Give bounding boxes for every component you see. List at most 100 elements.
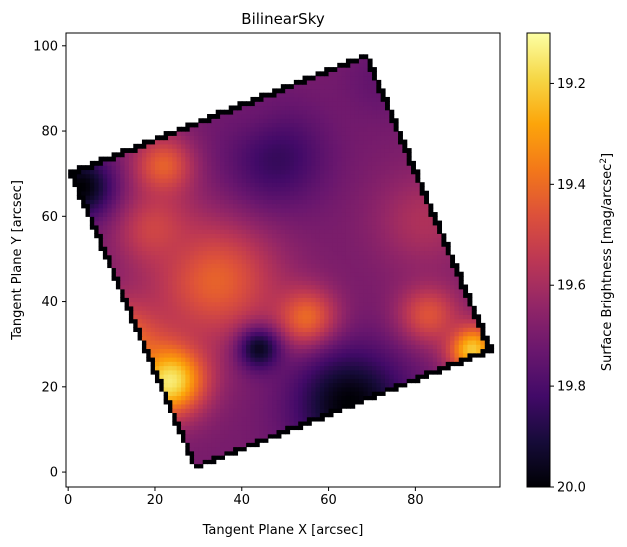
heatmap-cell <box>272 416 278 422</box>
heatmap-cell <box>306 412 312 418</box>
heatmap-cell <box>337 169 343 175</box>
heatmap-cell <box>89 177 95 183</box>
heatmap-cell <box>376 322 382 328</box>
heatmap-cell <box>233 425 239 431</box>
heatmap-cell <box>332 378 338 384</box>
heatmap-cell <box>380 374 386 379</box>
heatmap-cell <box>384 356 390 362</box>
heatmap-cell <box>384 241 390 247</box>
heatmap-cell <box>376 267 382 273</box>
heatmap-cell <box>176 314 182 320</box>
heatmap-cell <box>194 207 199 213</box>
heatmap-cell <box>146 203 152 209</box>
heatmap-cell <box>280 263 286 269</box>
heatmap-cell <box>393 237 399 243</box>
heatmap-cell <box>363 254 369 260</box>
heatmap-cell <box>350 322 356 328</box>
heatmap-cell <box>298 339 304 345</box>
heatmap-cell <box>350 280 356 286</box>
heatmap-cell <box>259 412 265 418</box>
heatmap-cell <box>341 207 347 213</box>
heatmap-cell <box>302 203 308 209</box>
heatmap-cell <box>250 310 256 315</box>
heatmap-cell <box>263 374 269 379</box>
heatmap-cell <box>220 220 226 226</box>
heatmap-cell <box>276 258 282 264</box>
heatmap-cell <box>259 395 265 401</box>
heatmap-cell <box>237 165 243 171</box>
heatmap-cell <box>315 156 321 162</box>
heatmap-cell <box>341 212 347 217</box>
heatmap-cell <box>272 408 278 413</box>
heatmap-cell <box>215 212 221 217</box>
heatmap-cell <box>272 288 278 294</box>
heatmap-cell <box>98 160 104 166</box>
heatmap-cell <box>189 305 195 311</box>
heatmap-cell <box>406 156 412 162</box>
heatmap-cell <box>467 331 473 337</box>
heatmap-cell <box>345 365 351 371</box>
heatmap-cell <box>241 254 247 260</box>
heatmap-cell <box>367 143 373 149</box>
heatmap-cell <box>198 378 204 384</box>
heatmap-cell <box>345 212 351 217</box>
heatmap-cell <box>254 267 260 273</box>
heatmap-cell <box>246 271 252 277</box>
heatmap-cell <box>159 194 165 200</box>
heatmap-cell <box>285 267 291 273</box>
heatmap-cell <box>167 386 173 392</box>
heatmap-cell <box>358 165 364 171</box>
heatmap-cell <box>233 322 239 328</box>
heatmap-cell <box>267 152 273 158</box>
heatmap-cell <box>363 143 369 149</box>
heatmap-cell <box>246 416 252 422</box>
heatmap-cell <box>332 331 338 337</box>
heatmap-cell <box>246 305 252 311</box>
heatmap-cell <box>411 220 416 226</box>
heatmap-cell <box>133 169 139 175</box>
heatmap-cell <box>128 246 134 252</box>
heatmap-cell <box>280 331 286 337</box>
heatmap-cell <box>398 271 403 277</box>
heatmap-cell <box>215 339 221 345</box>
heatmap-cell <box>280 408 286 413</box>
heatmap-cell <box>167 237 173 243</box>
heatmap-cell <box>194 386 199 392</box>
heatmap-cell <box>163 391 169 396</box>
heatmap-cell <box>215 250 221 256</box>
heatmap-cell <box>172 233 178 239</box>
heatmap-cell <box>241 386 247 392</box>
heatmap-cell <box>228 322 234 328</box>
heatmap-cell <box>163 356 169 362</box>
heatmap-cell <box>254 335 260 341</box>
heatmap-cell <box>133 275 139 281</box>
heatmap-cell <box>215 271 221 277</box>
heatmap-cell <box>276 399 282 405</box>
heatmap-cell <box>332 275 338 281</box>
heatmap-cell <box>311 382 317 388</box>
heatmap-cell <box>341 165 347 171</box>
heatmap-cell <box>293 173 299 179</box>
heatmap-cell <box>293 177 299 183</box>
heatmap-cell <box>285 237 291 243</box>
heatmap-cell <box>102 207 108 213</box>
heatmap-cell <box>376 194 382 200</box>
heatmap-cell <box>137 143 143 149</box>
heatmap-cell <box>289 284 295 290</box>
heatmap-cell <box>454 271 460 277</box>
heatmap-cell <box>220 322 226 328</box>
heatmap-cell <box>194 143 199 149</box>
heatmap-cell <box>319 348 325 354</box>
heatmap-cell <box>107 258 113 264</box>
heatmap-cell <box>228 246 234 252</box>
heatmap-cell <box>437 220 443 226</box>
heatmap-cell <box>102 182 108 188</box>
heatmap-cell <box>363 348 369 354</box>
heatmap-cell <box>276 267 282 273</box>
heatmap-cell <box>120 288 126 294</box>
heatmap-cell <box>215 160 221 166</box>
heatmap-cell <box>189 288 195 294</box>
heatmap-cell <box>371 280 377 286</box>
heatmap-cell <box>267 305 273 311</box>
heatmap-cell <box>102 250 108 256</box>
